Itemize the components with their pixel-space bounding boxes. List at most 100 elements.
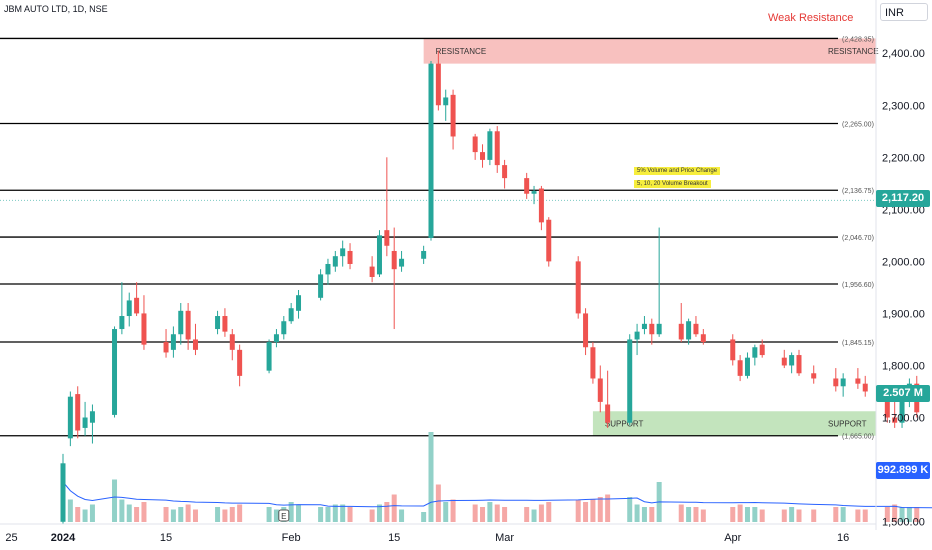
volume-bar xyxy=(112,479,118,522)
candle-body xyxy=(318,274,324,298)
price-axis[interactable]: 2,400.00 2,300.00 2,200.00 2,100.00 2,000.00… xyxy=(875,0,925,530)
time-tick-label: Feb xyxy=(282,532,301,544)
candle-body xyxy=(693,323,699,335)
weak-resistance-label: Weak Resistance xyxy=(768,12,854,24)
candle-body xyxy=(288,308,294,322)
candle-body xyxy=(531,191,537,194)
candle-body xyxy=(855,378,861,384)
level-label: (1,845.15) xyxy=(842,340,874,347)
volume-bar xyxy=(546,502,552,522)
time-tick-label: 15 xyxy=(388,532,400,544)
levels-layer: (2,428.35) (2,265.00) (2,136.75) (2,046.70)… xyxy=(0,36,876,441)
volume-change-note: 5% Volume and Price Change xyxy=(634,167,721,175)
breakout-note: 5, 10, 20 Volume Breakout xyxy=(634,180,711,188)
candle-body xyxy=(575,261,581,314)
volume-bar xyxy=(840,507,846,522)
candle-body xyxy=(60,463,66,522)
time-axis[interactable]: 25202415Feb15MarApr16May16Jun17Jul xyxy=(0,523,932,544)
volume-bar xyxy=(811,509,817,522)
volume-bar xyxy=(862,509,868,522)
volume-bar xyxy=(899,507,905,522)
volume-bar xyxy=(737,504,743,522)
volume-bar xyxy=(590,499,596,522)
candle-body xyxy=(266,342,272,371)
volume-bar xyxy=(759,509,765,522)
volume-bar xyxy=(435,484,441,522)
volume-tag: 2.507 M xyxy=(876,385,930,402)
candle-body xyxy=(222,316,228,332)
candle-body xyxy=(332,256,338,267)
candle-body xyxy=(112,329,118,415)
candle-body xyxy=(82,417,88,428)
level-label: (1,665.00) xyxy=(842,434,874,441)
candle-body xyxy=(538,188,544,223)
candle-body xyxy=(546,219,552,262)
price-tick-label: 1,900.00 xyxy=(882,308,925,320)
volume-bar xyxy=(627,497,633,522)
volume-bar xyxy=(273,509,279,522)
candle-body xyxy=(428,63,434,238)
time-tick-label: 15 xyxy=(160,532,172,544)
earnings-marker-label: E xyxy=(281,512,286,521)
candle-body xyxy=(656,323,662,335)
volume-bar xyxy=(222,509,228,522)
candle-body xyxy=(178,310,184,335)
candle-body xyxy=(759,344,765,356)
volume-bar xyxy=(185,504,191,522)
candle-body xyxy=(744,357,750,376)
volume-bar xyxy=(686,507,692,522)
level-label: (1,956.60) xyxy=(842,282,874,289)
candle-body xyxy=(134,297,140,314)
symbol-title: JBM AUTO LTD, 1D, NSE xyxy=(4,4,108,14)
resistance-zone-label: RESISTANCE xyxy=(436,47,487,56)
volume-bar xyxy=(634,504,640,522)
candle-body xyxy=(391,250,397,270)
volume-bar xyxy=(428,432,434,522)
volume-bar xyxy=(82,509,88,522)
volume-bar xyxy=(789,507,795,522)
candle-body xyxy=(730,339,736,361)
volume-bar xyxy=(744,507,750,522)
volume-bar xyxy=(332,504,338,522)
candle-body xyxy=(502,165,508,179)
volume-bar xyxy=(163,507,169,522)
candle-body xyxy=(119,316,125,330)
support-zone-label-right: SUPPORT xyxy=(828,419,867,428)
volume-bar xyxy=(678,504,684,522)
volume-bar xyxy=(796,509,802,522)
volume-ma-line xyxy=(62,481,932,509)
price-tick-label: 1,800.00 xyxy=(882,360,925,372)
candle-body xyxy=(281,321,287,335)
volume-bar xyxy=(531,509,537,522)
volume-bar xyxy=(472,504,478,522)
candle-body xyxy=(192,339,198,350)
candle-body xyxy=(237,349,243,376)
candle-body xyxy=(605,404,611,423)
volume-bar xyxy=(641,507,647,522)
candle-body xyxy=(641,323,647,330)
price-tick-label: 2,400.00 xyxy=(882,48,925,60)
candle-body xyxy=(796,355,802,374)
volume-bar xyxy=(141,502,147,522)
volume-bar xyxy=(347,507,353,522)
resistance-zone-label-right: RESISTANCE xyxy=(828,47,879,56)
volume-bars xyxy=(60,432,920,522)
volume-bar xyxy=(487,502,493,522)
candle-body xyxy=(678,323,684,340)
candle-body xyxy=(892,417,898,423)
candle-body xyxy=(840,378,846,387)
volume-bar xyxy=(89,504,95,522)
volume-bar xyxy=(693,507,699,522)
volume-bar xyxy=(384,502,390,522)
price-tick-label: 1,500.00 xyxy=(882,517,925,529)
candle-body xyxy=(862,383,868,392)
candle-body xyxy=(421,250,427,259)
candle-body xyxy=(384,230,390,246)
volume-bar xyxy=(730,507,736,522)
candle-body xyxy=(296,295,302,311)
currency-selector[interactable]: INR xyxy=(880,3,928,21)
zones-layer: RESISTANCE RESISTANCE SUPPORT SUPPORT xyxy=(423,38,879,436)
volume-bar xyxy=(524,507,530,522)
volume-bar xyxy=(494,504,500,522)
